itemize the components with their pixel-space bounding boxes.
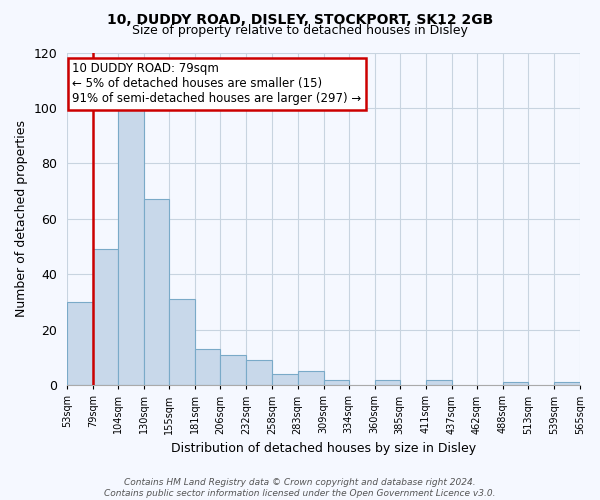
Text: Size of property relative to detached houses in Disley: Size of property relative to detached ho… — [132, 24, 468, 37]
Bar — [169, 300, 196, 386]
Bar — [554, 382, 580, 386]
Text: Contains HM Land Registry data © Crown copyright and database right 2024.
Contai: Contains HM Land Registry data © Crown c… — [104, 478, 496, 498]
Bar — [272, 374, 298, 386]
Bar — [298, 372, 323, 386]
Text: 10, DUDDY ROAD, DISLEY, STOCKPORT, SK12 2GB: 10, DUDDY ROAD, DISLEY, STOCKPORT, SK12 … — [107, 12, 493, 26]
Bar — [426, 380, 452, 386]
Bar — [323, 380, 349, 386]
X-axis label: Distribution of detached houses by size in Disley: Distribution of detached houses by size … — [171, 442, 476, 455]
Y-axis label: Number of detached properties: Number of detached properties — [15, 120, 28, 318]
Bar — [503, 382, 528, 386]
Bar — [118, 108, 144, 386]
Bar — [196, 349, 220, 386]
Bar — [220, 355, 247, 386]
Bar — [67, 302, 93, 386]
Bar — [374, 380, 400, 386]
Text: 10 DUDDY ROAD: 79sqm
← 5% of detached houses are smaller (15)
91% of semi-detach: 10 DUDDY ROAD: 79sqm ← 5% of detached ho… — [72, 62, 362, 106]
Bar — [93, 250, 118, 386]
Bar — [247, 360, 272, 386]
Bar — [144, 200, 169, 386]
